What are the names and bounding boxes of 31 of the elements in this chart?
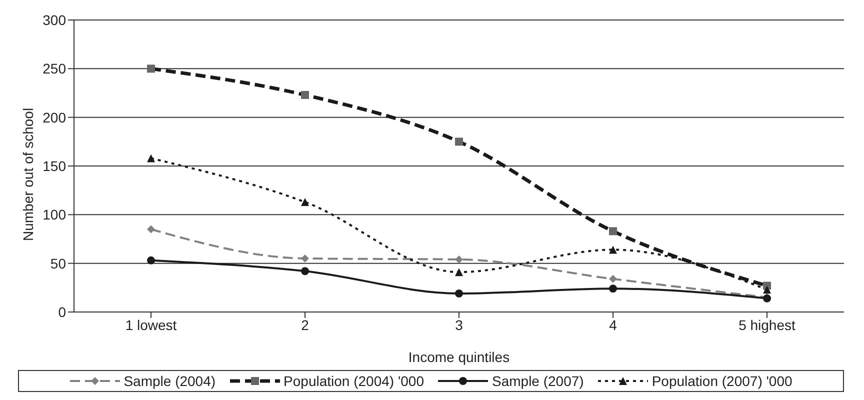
y-tick-label: 100 bbox=[42, 206, 66, 223]
x-tick-label: 3 bbox=[455, 316, 464, 333]
point bbox=[763, 286, 771, 294]
point bbox=[455, 290, 463, 298]
x-tick-label: 4 bbox=[609, 316, 618, 333]
point bbox=[455, 255, 463, 264]
y-tick-label: 150 bbox=[42, 158, 66, 174]
x-tick-label: 2 bbox=[301, 316, 310, 333]
y-tick-label: 200 bbox=[42, 109, 66, 126]
point bbox=[609, 274, 617, 283]
point bbox=[147, 225, 155, 234]
x-axis-title: Income quintiles bbox=[408, 349, 510, 365]
point bbox=[301, 267, 309, 276]
x-tick-label: 5 highest bbox=[738, 316, 796, 333]
point bbox=[455, 268, 463, 276]
y-tick-label: 0 bbox=[58, 304, 66, 320]
point bbox=[609, 284, 617, 293]
legend-label: Sample (2007) bbox=[492, 373, 584, 389]
legend-label: Population (2004) '000 bbox=[284, 373, 424, 389]
y-tick-label: 250 bbox=[42, 60, 66, 77]
point bbox=[147, 154, 155, 162]
legend-label: Population (2007) '000 bbox=[652, 373, 792, 389]
point bbox=[147, 256, 155, 264]
point bbox=[301, 198, 309, 206]
legend-label: Sample (2004) bbox=[124, 373, 216, 389]
y-tick-label: 50 bbox=[50, 255, 66, 272]
point bbox=[301, 254, 309, 262]
y-tick-label: 300 bbox=[42, 12, 66, 28]
x-tick-label: 1 lowest bbox=[125, 316, 177, 333]
y-axis-title: Number out of school bbox=[20, 108, 36, 241]
point bbox=[609, 246, 617, 254]
